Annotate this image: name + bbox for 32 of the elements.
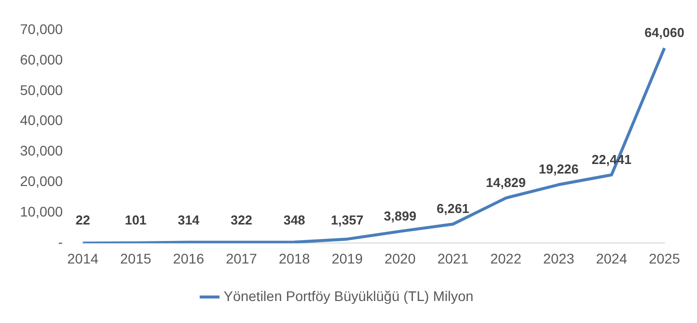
x-tick-label: 2019 xyxy=(332,250,363,266)
data-label: 64,060 xyxy=(644,25,684,40)
x-tick-label: 2015 xyxy=(120,250,152,266)
y-tick-label: 30,000 xyxy=(20,142,64,159)
x-tick-label: 2014 xyxy=(67,250,99,266)
data-label: 348 xyxy=(283,212,306,228)
data-label: 6,261 xyxy=(436,201,470,216)
data-label: 1,357 xyxy=(330,212,364,228)
x-tick-label: 2022 xyxy=(490,250,522,266)
y-tick-label: 70,000 xyxy=(20,20,64,37)
x-tick-label: 2024 xyxy=(596,250,628,266)
data-label: 101 xyxy=(124,212,147,228)
data-label: 22 xyxy=(76,212,90,228)
x-tick-label: 2020 xyxy=(384,250,416,266)
y-tick-label: 10,000 xyxy=(20,204,64,220)
y-tick-label: - xyxy=(58,234,64,250)
y-tick-label: 20,000 xyxy=(20,173,64,190)
legend-label: Yönetilen Portföy Büyüklüğü (TL) Milyon xyxy=(224,288,474,304)
x-tick-label: 2016 xyxy=(172,250,204,266)
x-tick-label: 2025 xyxy=(648,250,680,266)
x-tick-label: 2018 xyxy=(278,250,310,266)
y-tick-label: 60,000 xyxy=(20,51,64,68)
x-tick-label: 2023 xyxy=(543,250,574,266)
data-label: 3,899 xyxy=(384,208,416,224)
data-label: 322 xyxy=(230,212,252,228)
data-label: 14,829 xyxy=(486,175,526,190)
y-tick-label: 50,000 xyxy=(20,82,64,98)
data-label: 314 xyxy=(178,212,200,228)
x-tick-label: 2017 xyxy=(226,250,258,266)
y-tick-label: 40,000 xyxy=(20,112,64,128)
x-tick-label: 2021 xyxy=(437,250,469,266)
data-label: 19,226 xyxy=(538,162,579,177)
